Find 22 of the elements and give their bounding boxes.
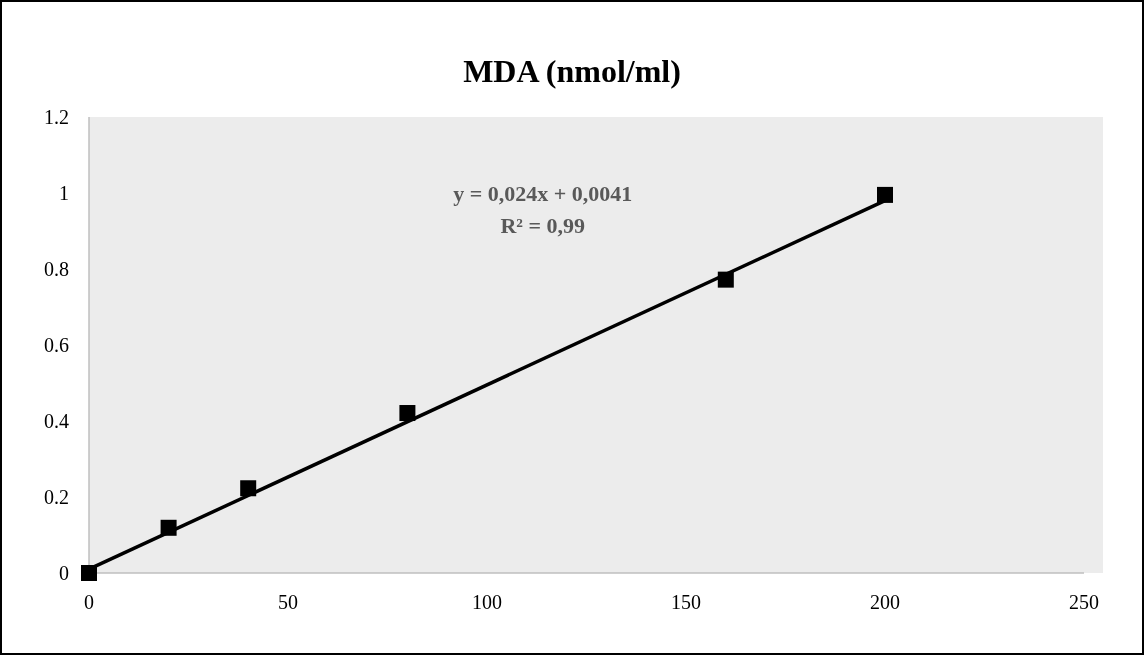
y-tick-label: 0.4	[44, 410, 69, 432]
chart-title: MDA (nmol/ml)	[463, 53, 681, 89]
y-tick-label: 0	[59, 562, 69, 584]
point	[81, 565, 97, 581]
point	[399, 405, 416, 422]
x-tick-label: 200	[870, 591, 900, 613]
y-tick-label: 1	[59, 182, 69, 204]
point	[877, 186, 893, 203]
annotation: y = 0,024x + 0,0041	[453, 180, 633, 206]
x-tick-label: 0	[84, 591, 94, 613]
point	[240, 480, 257, 497]
x-tick-label: 250	[1069, 591, 1099, 613]
y-tick-label: 1.2	[44, 106, 69, 128]
y-tick-label: 0.8	[44, 258, 69, 280]
y-tick-label: 0.2	[44, 486, 69, 508]
point	[160, 519, 177, 536]
y-tick-label: 0.6	[44, 334, 69, 356]
x-tick-label: 50	[278, 591, 298, 613]
point	[717, 271, 734, 288]
x-tick-label: 100	[472, 591, 502, 613]
annotation: R² = 0,99	[500, 212, 585, 238]
x-tick-label: 150	[671, 591, 701, 613]
